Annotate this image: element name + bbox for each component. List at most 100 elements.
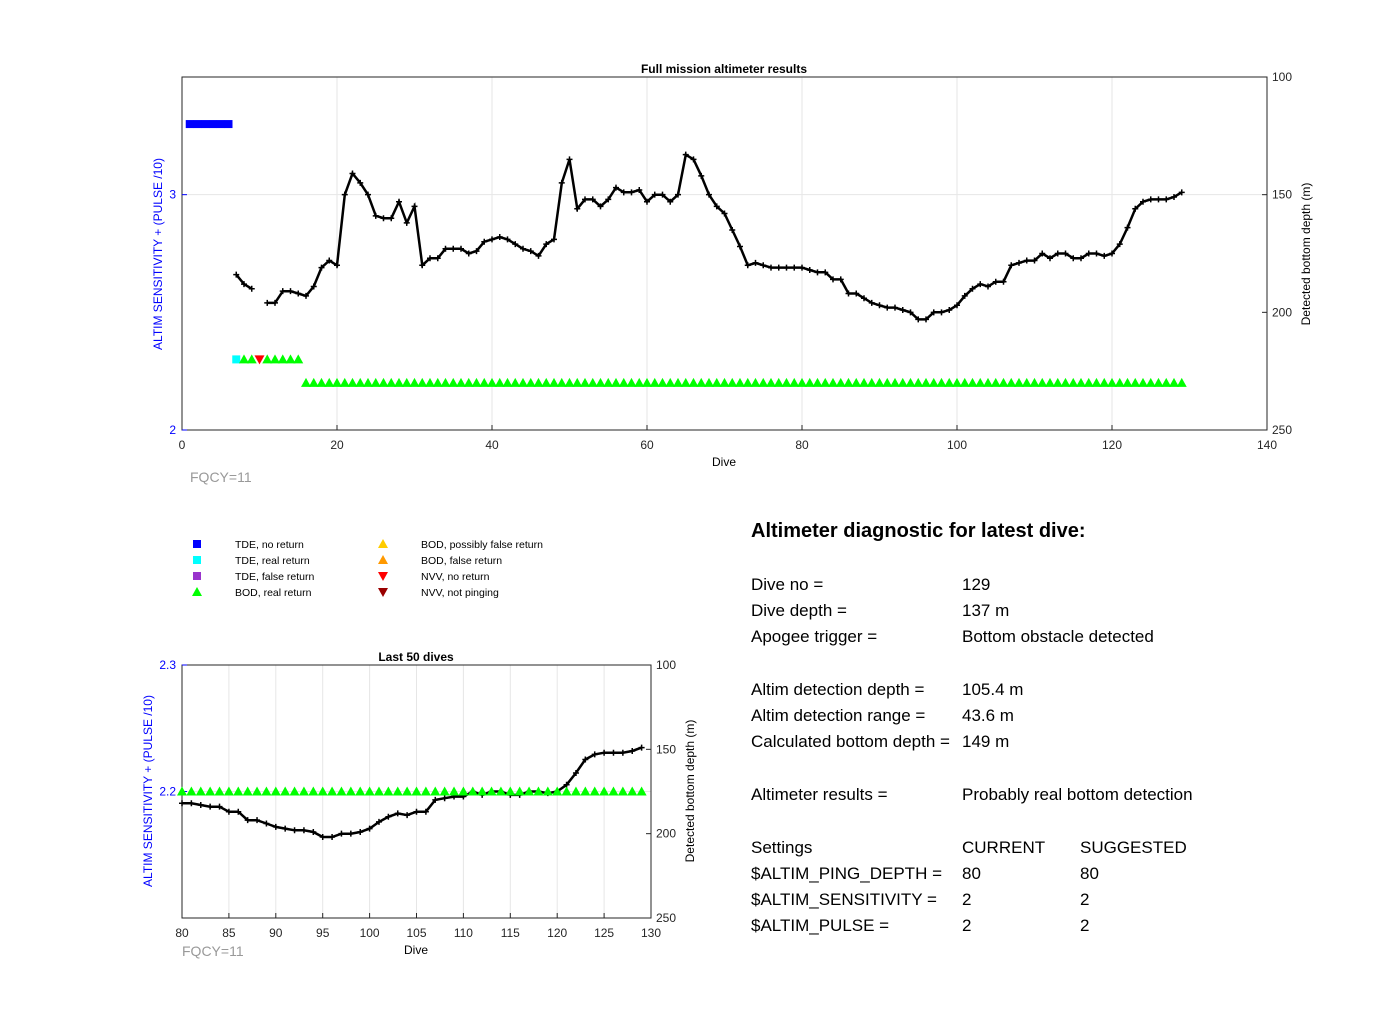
small-depth-point	[601, 749, 608, 756]
main-tde-no-return-marker	[185, 120, 194, 129]
main-bod-real-return-marker	[921, 377, 931, 387]
small-bod-real-return-marker	[420, 786, 431, 796]
small-bod-real-return-marker	[233, 786, 244, 796]
small-bod-real-return-marker	[636, 786, 647, 796]
main-bod-real-return-marker	[928, 377, 939, 387]
main-depth-point	[915, 316, 922, 323]
small-ytick-right-label: 250	[656, 911, 676, 925]
small-bod-real-return-marker	[617, 786, 628, 796]
main-bod-real-return-marker	[983, 377, 993, 387]
det-depth-label: Altim detection depth =	[751, 680, 925, 699]
main-depth-point	[690, 156, 697, 163]
main-bod-real-return-marker	[494, 377, 505, 387]
main-bod-real-return-marker	[936, 377, 947, 387]
small-ytick-right-label: 200	[656, 827, 676, 841]
main-depth-point	[334, 262, 340, 269]
main-bod-real-return-marker	[432, 377, 443, 387]
main-depth-point	[1085, 250, 1092, 257]
main-depth-point	[442, 245, 449, 252]
small-bod-real-return-marker	[317, 786, 328, 796]
small-depth-point	[300, 827, 307, 834]
small-xtick-label: 110	[454, 926, 473, 940]
main-bod-real-return-marker	[1145, 377, 1156, 387]
main-bod-real-return-marker	[595, 377, 606, 387]
det-range-label: Altim detection range =	[751, 706, 926, 725]
main-bod-real-return-marker	[285, 354, 296, 364]
main-depth-point	[667, 198, 674, 205]
main-depth-point	[558, 179, 565, 186]
main-bod-real-return-marker	[1076, 377, 1086, 387]
small-depth-point	[216, 803, 223, 810]
small-depth-point	[357, 828, 364, 835]
small-title: Last 50 dives	[378, 650, 454, 664]
main-xtick-label: 60	[640, 438, 654, 452]
small-depth-point	[610, 749, 617, 756]
main-bod-real-return-marker	[1161, 377, 1172, 387]
small-depth-point	[272, 823, 279, 830]
main-depth-point	[566, 156, 573, 163]
main-bod-real-return-marker	[657, 377, 668, 387]
small-depth-point	[263, 820, 270, 827]
small-bod-real-return-marker	[552, 786, 563, 796]
small-depth-point	[235, 808, 242, 815]
main-ylabel-right: Detected bottom depth (m)	[1299, 183, 1313, 326]
small-bod-real-return-marker	[627, 786, 638, 796]
main-bod-real-return-marker	[587, 377, 598, 387]
main-depth-point	[814, 269, 821, 276]
main-xtick-label: 0	[179, 438, 186, 452]
small-xtick-label: 130	[641, 926, 661, 940]
main-bod-real-return-marker	[812, 377, 823, 387]
main-bod-real-return-marker	[1083, 377, 1094, 387]
main-bod-real-return-marker	[750, 377, 761, 387]
main-depth-point	[969, 285, 976, 292]
legend-label: NVV, not pinging	[421, 587, 499, 599]
main-tde-no-return-marker	[201, 120, 210, 129]
main-bod-real-return-marker	[471, 377, 482, 387]
main-bod-real-return-marker	[1006, 377, 1017, 387]
main-ytick-right-label: 150	[1272, 188, 1292, 202]
main-bod-real-return-marker	[859, 377, 869, 387]
main-plot-frame	[181, 76, 1268, 431]
small-bod-real-return-marker	[467, 786, 478, 796]
main-depth-point	[504, 236, 511, 243]
main-depth-point	[543, 241, 550, 248]
main-xtick-label: 80	[795, 438, 809, 452]
small-bod-real-return-marker	[383, 786, 394, 796]
main-bod-real-return-marker	[866, 377, 877, 387]
main-depth-point	[349, 170, 356, 177]
small-bod-real-return-marker	[411, 786, 422, 796]
small-depth-point	[432, 796, 439, 803]
pulse-label: $ALTIM_PULSE =	[751, 916, 890, 935]
main-bod-real-return-marker	[611, 377, 621, 387]
main-depth-point	[287, 288, 294, 295]
small-xtick-label: 85	[222, 926, 236, 940]
main-depth-point	[613, 184, 619, 191]
small-xlabel: Dive	[404, 943, 428, 957]
main-bod-real-return-marker	[804, 377, 815, 387]
main-depth-point	[233, 271, 240, 278]
main-bod-real-return-marker	[533, 377, 544, 387]
main-tde-no-return-marker	[216, 120, 225, 129]
main-depth-point	[1163, 196, 1170, 203]
main-bod-real-return-marker	[820, 377, 831, 387]
main-bod-real-return-marker	[1037, 377, 1048, 387]
main-bod-real-return-marker	[401, 377, 412, 387]
legend-marker	[378, 572, 388, 581]
legend-label: TDE, false return	[235, 571, 315, 583]
main-depth-point	[892, 304, 898, 311]
main-depth-point	[682, 151, 689, 158]
small-xtick-label: 95	[316, 926, 330, 940]
main-depth-point	[582, 196, 588, 203]
sensitivity-suggested: 2	[1080, 890, 1090, 909]
main-depth-point	[992, 278, 999, 285]
small-bod-real-return-marker	[195, 786, 206, 796]
main-tde-no-return-marker	[209, 120, 217, 129]
main-bod-real-return-marker	[952, 377, 962, 387]
main-bod-real-return-marker	[1153, 377, 1164, 387]
main-bod-real-return-marker	[370, 377, 381, 387]
main-bod-real-return-marker	[378, 377, 389, 387]
main-depth-point	[1047, 255, 1053, 262]
main-depth-point	[930, 309, 937, 316]
main-depth-point	[644, 198, 650, 205]
main-depth-point	[279, 288, 286, 295]
